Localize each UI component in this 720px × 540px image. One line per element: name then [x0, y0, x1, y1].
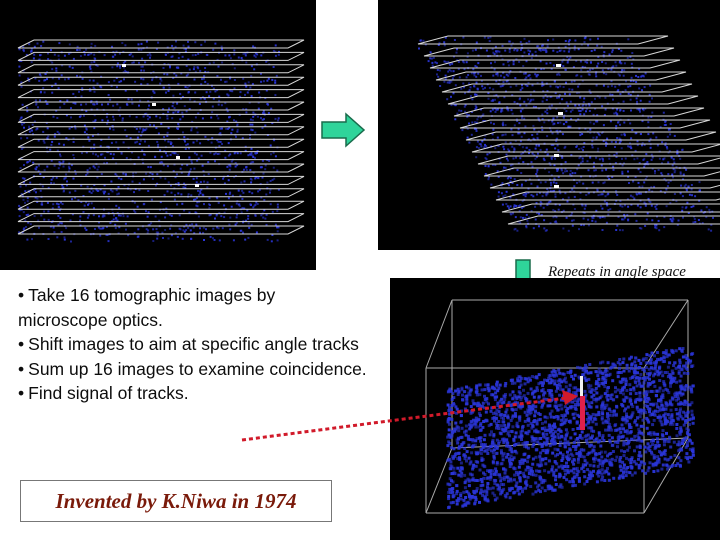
track-hit: [195, 184, 199, 187]
shifted-tomographic-images: [378, 0, 720, 250]
track-hit: [556, 64, 561, 67]
credit-text: Invented by K.Niwa in 1974: [55, 488, 297, 513]
plane-stack-aligned: [17, 39, 305, 243]
track-hit: [176, 156, 180, 159]
bullet-dot-icon: •: [18, 285, 25, 305]
track-hit: [122, 64, 126, 67]
track-hit: [558, 112, 563, 115]
bullet-item: • Shift images to aim at specific angle t…: [18, 334, 359, 354]
bullet-item: • Sum up 16 images to examine coincidence…: [18, 358, 367, 379]
caption-repeats-in-angle-space: Repeats in angle space: [548, 264, 686, 280]
plane-stack-shifted: [417, 35, 720, 232]
track-hit: [152, 103, 156, 106]
summed-coincidence-image: [390, 278, 720, 540]
track-hit: [554, 154, 559, 157]
bullet-item: • Take 16 tomographic images by microscop…: [18, 285, 276, 330]
bullet-list: • Take 16 tomographic images by microscop…: [18, 283, 368, 406]
stacked-tomographic-images: [0, 0, 316, 270]
signal-peak-red: [580, 396, 585, 430]
bullet-dot-icon: •: [18, 358, 25, 379]
track-hit: [554, 185, 559, 188]
box-edge: [425, 447, 453, 514]
bullet-dot-icon: •: [18, 334, 25, 354]
credit-box: Invented by K.Niwa in 1974: [20, 480, 332, 522]
bullet-dot-icon: •: [18, 383, 25, 403]
arrow-right-icon: [321, 112, 366, 148]
box-edge: [425, 299, 453, 369]
bullet-item: • Find signal of tracks.: [18, 383, 189, 403]
